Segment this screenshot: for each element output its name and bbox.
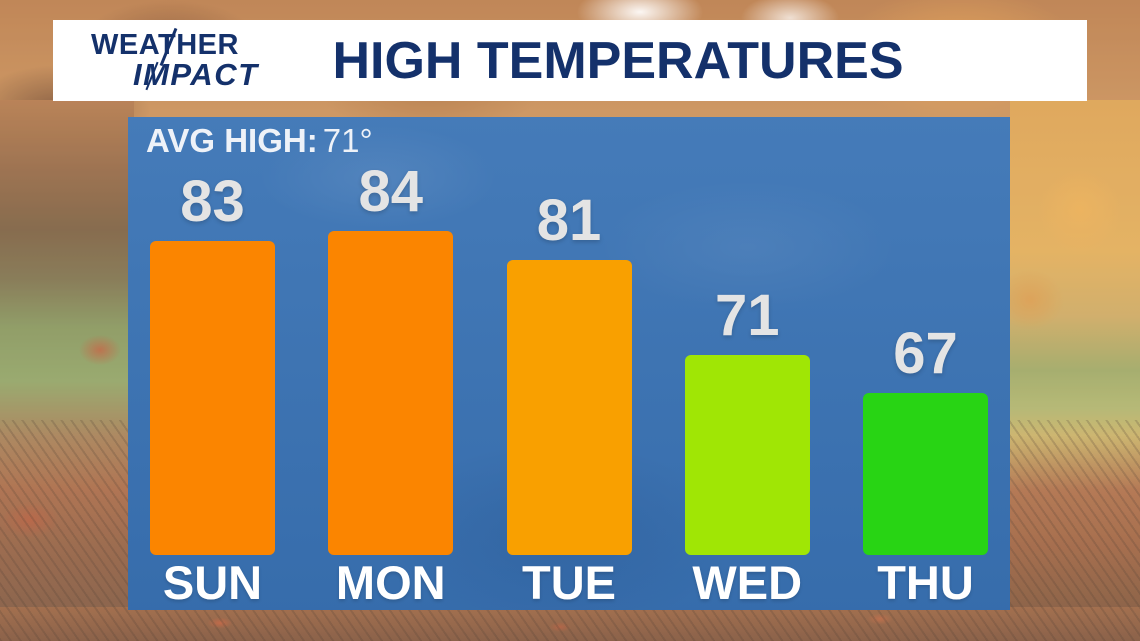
bar-day-label: TUE (522, 556, 616, 609)
bar-day-label: SUN (162, 556, 263, 609)
temperature-bar (684, 355, 810, 555)
bar-value-label: 83 (180, 169, 245, 234)
header-banner: WEATHER IMPACT HIGH TEMPERATURES (53, 20, 1087, 101)
weather-impact-logo: WEATHER IMPACT (75, 27, 325, 95)
chart-panel: AVG HIGH: 71° 83 SUN 84 MON 81 TUE 71 WED 67 THU (128, 117, 1010, 610)
avg-high-label: AVG HIGH: (146, 122, 318, 159)
bar-day-label: MON (335, 556, 446, 609)
bar-column: 84 MON (328, 117, 454, 610)
temperature-bar (863, 393, 988, 555)
bar-column: 81 TUE (506, 117, 632, 610)
bar-column: 67 THU (863, 117, 988, 610)
bar-chart: 83 SUN 84 MON 81 TUE 71 WED 67 THU (150, 117, 988, 610)
avg-high-annotation: AVG HIGH: 71° (146, 124, 373, 157)
temperature-bar (506, 260, 632, 555)
background-foliage-left (0, 100, 134, 641)
bar-value-label: 81 (536, 188, 602, 253)
temperature-bar (150, 241, 275, 555)
bar-day-label: THU (877, 556, 974, 609)
temperature-bar (328, 231, 454, 555)
bar-column: 71 WED (684, 117, 810, 610)
bar-value-label: 67 (893, 321, 958, 386)
background-tree-right (1010, 100, 1140, 641)
bar-day-label: WED (692, 556, 803, 609)
bar-value-label: 84 (358, 159, 423, 224)
avg-high-value: 71° (322, 122, 373, 159)
bar-value-label: 71 (714, 283, 780, 348)
page-title: HIGH TEMPERATURES (332, 31, 904, 90)
background-leaf-litter (0, 607, 1140, 641)
bar-column: 83 SUN (150, 117, 275, 610)
